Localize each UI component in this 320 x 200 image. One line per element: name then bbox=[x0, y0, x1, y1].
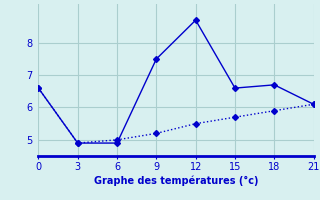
X-axis label: Graphe des températures (°c): Graphe des températures (°c) bbox=[94, 176, 258, 186]
